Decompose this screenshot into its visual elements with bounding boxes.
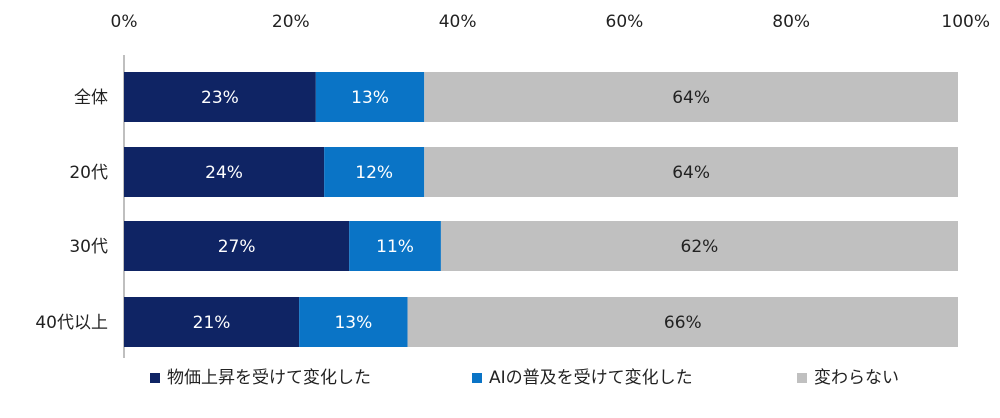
value-label: 11% <box>376 237 414 257</box>
value-label: 66% <box>664 313 702 333</box>
x-tick-label: 80% <box>772 12 810 32</box>
value-labels: 23% 13% 64% 24% 12% 64% 27% 11% 62% 21% 13% 66% <box>193 88 719 333</box>
x-tick-label: 40% <box>439 12 477 32</box>
category-label: 全体 <box>74 88 108 108</box>
bar-segment <box>424 147 958 197</box>
x-tick-label: 60% <box>606 12 644 32</box>
bar-segment <box>349 221 441 271</box>
value-label: 13% <box>334 313 372 333</box>
legend-label: AIの普及を受けて変化した <box>489 368 693 388</box>
bar-segment <box>124 72 316 122</box>
bar-segment <box>124 221 350 271</box>
x-tick-label: 100% <box>941 12 990 32</box>
bar-segments <box>124 72 958 347</box>
x-tick-label: 0% <box>111 12 138 32</box>
legend-swatch <box>797 373 807 383</box>
bar-segment <box>424 72 958 122</box>
value-label: 12% <box>355 163 393 183</box>
value-label: 27% <box>218 237 256 257</box>
x-axis-ticks: 0% 20% 40% 60% 80% 100% <box>111 12 990 32</box>
value-label: 64% <box>672 163 710 183</box>
legend-label: 物価上昇を受けて変化した <box>167 368 371 388</box>
value-label: 64% <box>672 88 710 108</box>
bar-segment <box>124 147 325 197</box>
x-tick-label: 20% <box>272 12 310 32</box>
legend: 物価上昇を受けて変化した AIの普及を受けて変化した 変わらない <box>150 368 899 388</box>
legend-swatch <box>150 373 160 383</box>
bar-segment <box>407 297 958 347</box>
value-label: 24% <box>205 163 243 183</box>
value-label: 21% <box>193 313 231 333</box>
category-label: 30代 <box>69 237 108 257</box>
bar-segment <box>324 147 425 197</box>
bar-segment <box>299 297 408 347</box>
value-label: 62% <box>681 237 719 257</box>
value-label: 13% <box>351 88 389 108</box>
bar-segment <box>315 72 425 122</box>
legend-label: 変わらない <box>814 368 899 388</box>
category-labels: 全体 20代 30代 40代以上 <box>35 88 108 333</box>
bar-segment <box>440 221 958 271</box>
bar-segment <box>124 297 300 347</box>
legend-swatch <box>472 373 482 383</box>
value-label: 23% <box>201 88 239 108</box>
category-label: 20代 <box>69 163 108 183</box>
category-label: 40代以上 <box>35 313 108 333</box>
